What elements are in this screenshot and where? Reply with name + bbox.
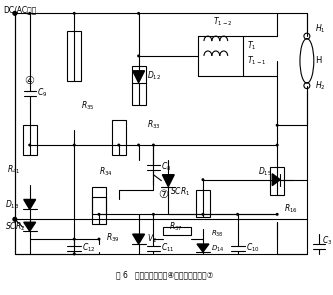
Circle shape [137, 55, 140, 58]
Bar [23, 125, 37, 155]
Circle shape [152, 213, 155, 216]
Text: DC/AC输出: DC/AC输出 [3, 5, 36, 14]
Text: $R_{16}$: $R_{16}$ [284, 202, 298, 215]
Circle shape [73, 237, 76, 240]
Circle shape [13, 12, 17, 15]
Bar [270, 167, 284, 194]
Text: $T_1$: $T_1$ [247, 40, 257, 52]
Text: $R_{38}$: $R_{38}$ [211, 229, 224, 239]
Text: $H_2$: $H_2$ [315, 79, 325, 92]
Text: $T_{1-1}$: $T_{1-1}$ [247, 55, 267, 67]
Text: H: H [315, 56, 321, 65]
Text: $T_{1-2}$: $T_{1-2}$ [213, 15, 232, 27]
Polygon shape [133, 71, 145, 83]
Bar [196, 190, 210, 217]
Polygon shape [24, 222, 36, 231]
Circle shape [152, 144, 155, 147]
Text: $D_{14}$: $D_{14}$ [211, 244, 224, 254]
Bar [112, 120, 126, 155]
Text: $D_{13}$: $D_{13}$ [5, 198, 19, 211]
Polygon shape [272, 174, 280, 186]
Circle shape [28, 144, 31, 147]
Text: $D_{12}$: $D_{12}$ [147, 70, 161, 82]
Circle shape [73, 253, 76, 255]
Text: $C_{12}$: $C_{12}$ [82, 242, 96, 254]
Text: $R_{41}$: $R_{41}$ [7, 163, 21, 176]
Text: $C_3$: $C_3$ [322, 235, 332, 247]
Text: $R_{34}$: $R_{34}$ [99, 165, 113, 178]
Text: $R_{35}$: $R_{35}$ [81, 99, 95, 112]
Circle shape [73, 12, 76, 15]
Text: $R_{37}$: $R_{37}$ [169, 221, 183, 233]
Circle shape [276, 124, 279, 127]
Text: $V_2$: $V_2$ [147, 233, 157, 245]
Text: $C_{11}$: $C_{11}$ [162, 242, 175, 254]
Circle shape [201, 213, 204, 216]
Text: $C_9$: $C_9$ [37, 86, 47, 99]
Circle shape [276, 144, 279, 147]
Text: $H_1$: $H_1$ [315, 23, 325, 35]
Text: $R_{39}$: $R_{39}$ [106, 232, 120, 244]
Text: ⑦: ⑦ [158, 189, 168, 199]
Text: ④: ④ [25, 76, 35, 86]
Bar [132, 66, 146, 105]
Circle shape [13, 217, 17, 221]
Bar [164, 227, 191, 235]
Polygon shape [24, 199, 36, 209]
Polygon shape [133, 234, 145, 244]
Text: $D_{15}$: $D_{15}$ [258, 165, 272, 178]
Text: $R_{33}$: $R_{33}$ [147, 119, 160, 132]
Circle shape [117, 144, 120, 147]
Text: $C_8$: $C_8$ [162, 160, 172, 173]
Text: $SCR_2$: $SCR_2$ [5, 221, 25, 233]
Circle shape [276, 213, 279, 216]
Circle shape [276, 178, 279, 181]
Bar [67, 31, 81, 81]
Text: 图 6   金卤灯点亮电路④和点亮起动电路⑦: 图 6 金卤灯点亮电路④和点亮起动电路⑦ [116, 270, 213, 279]
Circle shape [98, 237, 101, 240]
Circle shape [137, 144, 140, 147]
Text: $SCR_1$: $SCR_1$ [170, 185, 190, 198]
Polygon shape [163, 175, 174, 187]
Circle shape [13, 218, 16, 221]
Bar [92, 187, 106, 214]
Circle shape [201, 178, 204, 181]
Circle shape [98, 213, 101, 216]
Circle shape [137, 12, 140, 15]
Circle shape [73, 144, 76, 147]
Bar [92, 196, 106, 224]
Circle shape [28, 12, 31, 15]
Circle shape [236, 213, 239, 216]
Text: $C_{10}$: $C_{10}$ [245, 242, 259, 254]
Polygon shape [197, 244, 209, 252]
